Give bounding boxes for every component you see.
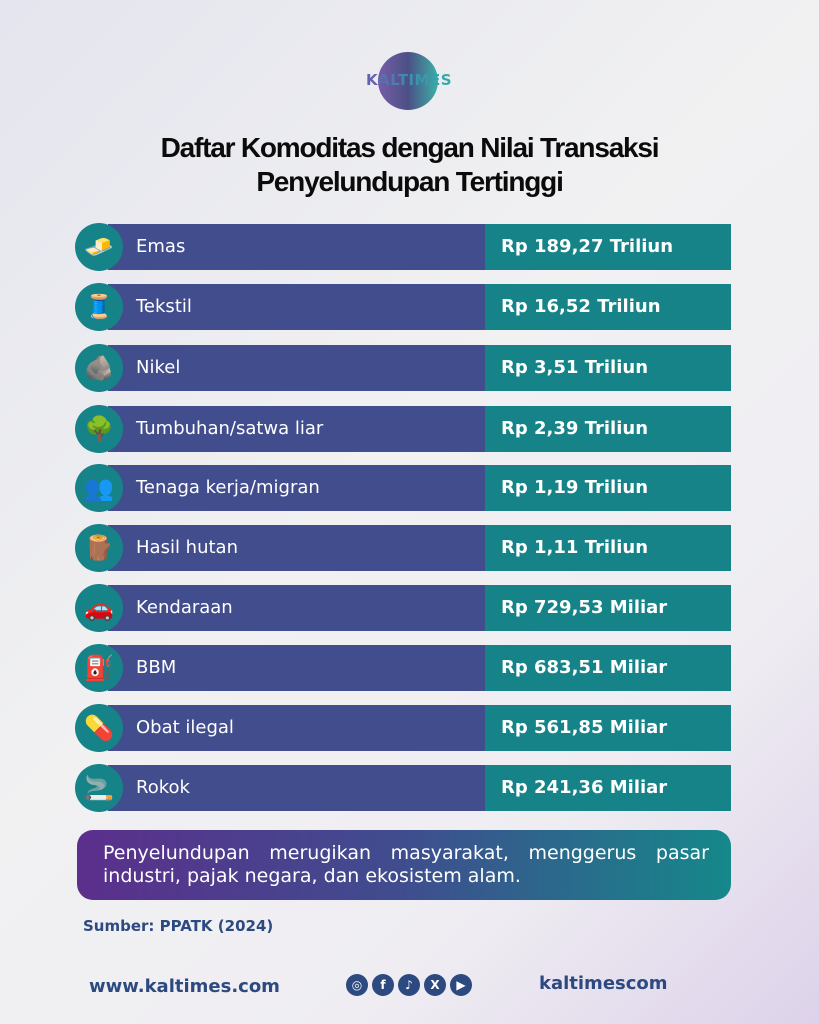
commodity-value: Rp 3,51 Triliun (485, 345, 731, 391)
commodity-value: Rp 683,51 Miliar (485, 645, 731, 691)
commodity-name: Emas (136, 236, 186, 257)
row-bar (108, 765, 485, 811)
table-row: 🌳 Tumbuhan/satwa liar Rp 2,39 Triliun (75, 405, 731, 453)
commodity-name: BBM (136, 657, 177, 678)
social-icons: ◎ f ♪ X ▶ (346, 974, 472, 996)
kaltimes-logo: KALTIMES (356, 52, 462, 110)
table-row: 🧈 Emas Rp 189,27 Triliun (75, 223, 731, 271)
source-note: Sumber: PPATK (2024) (83, 917, 274, 935)
tiktok-icon[interactable]: ♪ (398, 974, 420, 996)
logs-icon: 🪵 (75, 524, 123, 572)
commodity-name: Nikel (136, 357, 181, 378)
row-bar (108, 224, 485, 270)
table-row: 🪨 Nikel Rp 3,51 Triliun (75, 344, 731, 392)
commodity-value: Rp 1,11 Triliun (485, 525, 731, 571)
commodity-name: Hasil hutan (136, 537, 238, 558)
logo-text: KALTIMES (356, 71, 462, 89)
facebook-icon[interactable]: f (372, 974, 394, 996)
youtube-icon[interactable]: ▶ (450, 974, 472, 996)
car-icon: 🚗 (75, 584, 123, 632)
title-line-1: Daftar Komoditas dengan Nilai Transaksi (160, 132, 660, 163)
people-icon: 👥 (75, 464, 123, 512)
row-bar (108, 465, 485, 511)
commodity-name: Kendaraan (136, 597, 233, 618)
table-row: 💊 Obat ilegal Rp 561,85 Miliar (75, 704, 731, 752)
row-bar (108, 284, 485, 330)
instagram-icon[interactable]: ◎ (346, 974, 368, 996)
table-row: 🚬 Rokok Rp 241,36 Miliar (75, 764, 731, 812)
cigarette-icon: 🚬 (75, 764, 123, 812)
commodity-value: Rp 16,52 Triliun (485, 284, 731, 330)
table-row: ⛽ BBM Rp 683,51 Miliar (75, 644, 731, 692)
table-row: 🚗 Kendaraan Rp 729,53 Miliar (75, 584, 731, 632)
row-bar (108, 525, 485, 571)
commodity-value: Rp 2,39 Triliun (485, 406, 731, 452)
commodity-name: Tekstil (136, 296, 192, 317)
thread-spools-icon: 🧵 (75, 283, 123, 331)
caption-box: Penyelundupan merugikan masyarakat, meng… (77, 830, 731, 900)
social-handle: kaltimescom (539, 973, 668, 994)
commodity-value: Rp 189,27 Triliun (485, 224, 731, 270)
x-icon[interactable]: X (424, 974, 446, 996)
nickel-ore-icon: 🪨 (75, 344, 123, 392)
gold-bars-icon: 🧈 (75, 223, 123, 271)
row-bar (108, 645, 485, 691)
website-link[interactable]: www.kaltimes.com (89, 976, 280, 997)
row-bar (108, 406, 485, 452)
commodity-name: Rokok (136, 777, 190, 798)
table-row: 🪵 Hasil hutan Rp 1,11 Triliun (75, 524, 731, 572)
commodity-value: Rp 241,36 Miliar (485, 765, 731, 811)
commodity-name: Tumbuhan/satwa liar (136, 418, 324, 439)
commodity-value: Rp 561,85 Miliar (485, 705, 731, 751)
pills-icon: 💊 (75, 704, 123, 752)
row-bar (108, 585, 485, 631)
title-line-2: Penyelundupan Tertinggi (256, 166, 564, 197)
table-row: 🧵 Tekstil Rp 16,52 Triliun (75, 283, 731, 331)
table-row: 👥 Tenaga kerja/migran Rp 1,19 Triliun (75, 464, 731, 512)
commodity-value: Rp 1,19 Triliun (485, 465, 731, 511)
commodity-value: Rp 729,53 Miliar (485, 585, 731, 631)
page-title: Daftar Komoditas dengan Nilai Transaksi … (0, 131, 819, 199)
tree-icon: 🌳 (75, 405, 123, 453)
row-bar (108, 705, 485, 751)
row-bar (108, 345, 485, 391)
commodity-name: Obat ilegal (136, 717, 234, 738)
logo-globe (378, 52, 438, 110)
fuel-pump-icon: ⛽ (75, 644, 123, 692)
commodity-name: Tenaga kerja/migran (136, 477, 320, 498)
